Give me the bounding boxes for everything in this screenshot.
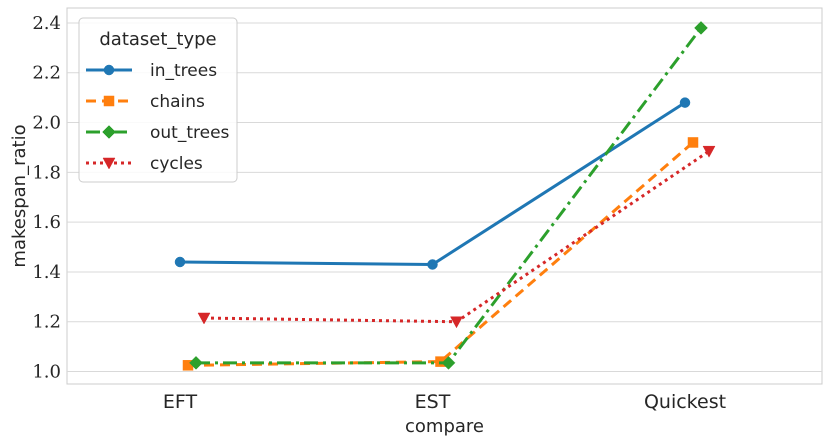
- series-out_trees: [189, 21, 708, 370]
- series-in_trees: [174, 97, 691, 270]
- legend-swatch-marker: [102, 157, 116, 170]
- data-point-out_trees: [694, 21, 708, 35]
- legend-label: in_trees: [150, 61, 217, 81]
- x-tick-label: EFT: [163, 391, 198, 413]
- legend-label: chains: [150, 92, 205, 112]
- legend-label: cycles: [150, 154, 203, 174]
- x-tick-labels: EFT EST Quickest: [163, 391, 726, 413]
- y-tick-label: 2.2: [32, 63, 61, 84]
- data-point-chains: [687, 137, 699, 148]
- legend-entry-chains: chains: [86, 92, 205, 112]
- data-point-cycles: [702, 145, 716, 158]
- legend-entry-in_trees: in_trees: [86, 61, 217, 81]
- x-tick-label: EST: [415, 391, 451, 413]
- legend-swatch-marker: [102, 125, 116, 139]
- y-tick-label: 1.6: [32, 212, 61, 233]
- data-point-in_trees: [679, 97, 691, 108]
- data-point-cycles: [197, 312, 211, 325]
- y-tick-label: 1.4: [32, 262, 61, 283]
- data-point-cycles: [450, 316, 463, 329]
- legend-swatch-marker: [103, 64, 115, 76]
- x-tick-label: Quickest: [644, 391, 726, 413]
- legend-box: [78, 17, 238, 183]
- data-point-out_trees: [189, 355, 203, 370]
- legend-title: dataset_type: [99, 29, 216, 50]
- y-tick-label: 1.0: [32, 362, 61, 383]
- y-tick-label: 1.2: [32, 312, 61, 333]
- series-line-chains: [187, 141, 694, 367]
- data-point-in_trees: [174, 256, 186, 268]
- x-axis-label: compare: [405, 416, 484, 437]
- legend-label: out_trees: [150, 123, 230, 143]
- legend-swatch-marker: [103, 95, 115, 107]
- y-tick-labels: 1.0 1.2 1.4 1.6 1.8 2.0 2.2 2.4: [32, 13, 61, 383]
- y-axis-label: makespan_ratio: [9, 124, 30, 267]
- data-point-in_trees: [427, 259, 438, 270]
- y-tick-label: 2.0: [32, 113, 61, 134]
- y-tick-label: 2.4: [32, 13, 61, 34]
- data-point-out_trees: [441, 355, 456, 370]
- series-cycles: [197, 145, 716, 329]
- legend-entry-out_trees: out_trees: [86, 123, 230, 143]
- legend-entry-cycles: cycles: [86, 154, 203, 174]
- series-layer: [174, 21, 716, 371]
- y-tick-label: 1.8: [32, 162, 61, 183]
